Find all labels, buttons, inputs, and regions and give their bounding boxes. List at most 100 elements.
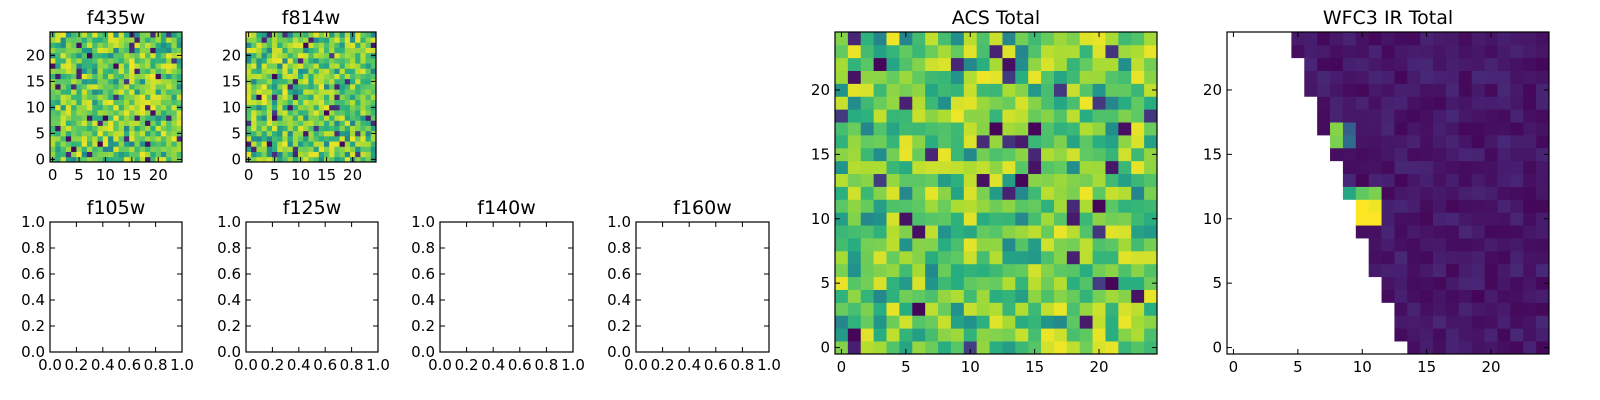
heatmap-cell	[334, 47, 340, 54]
x-tick-label: 5	[74, 166, 84, 184]
heatmap-cell	[912, 276, 926, 290]
heatmap-cell	[1407, 225, 1421, 239]
heatmap-cell	[344, 89, 351, 95]
heatmap-cell	[150, 42, 156, 48]
heatmap-cell	[963, 225, 978, 239]
heatmap-cell	[1131, 70, 1145, 84]
heatmap-cell	[318, 58, 325, 64]
heatmap-cell	[150, 37, 156, 43]
heatmap-cell	[1105, 225, 1119, 239]
heatmap-cell	[835, 57, 849, 71]
heatmap-cell	[1471, 109, 1485, 123]
heatmap-cell	[282, 115, 288, 121]
heatmap-cell	[350, 63, 356, 69]
heatmap-cell	[1471, 173, 1485, 187]
heatmap-cell	[835, 186, 849, 200]
heatmap-cell	[886, 32, 900, 46]
y-tick-label: 15	[1203, 145, 1222, 163]
heatmap-cell	[1445, 199, 1460, 213]
heatmap-cell	[113, 110, 119, 116]
heatmap-cell	[129, 110, 135, 116]
heatmap-cell	[318, 156, 325, 163]
heatmap-cell	[1523, 250, 1537, 265]
heatmap-cell	[1131, 122, 1145, 136]
heatmap-cell	[1131, 44, 1145, 59]
heatmap-cell	[873, 32, 887, 46]
heatmap-cell	[1536, 315, 1550, 329]
heatmap-cell	[1342, 83, 1357, 97]
heatmap-cell	[324, 84, 330, 90]
heatmap-cell	[298, 89, 304, 95]
heatmap-cell	[292, 130, 299, 137]
x-tick-label: 10	[1353, 358, 1372, 376]
heatmap-cell	[256, 47, 262, 54]
heatmap-cell	[1015, 147, 1029, 162]
heatmap-cell	[1355, 173, 1370, 187]
heatmap-cell	[1458, 135, 1473, 149]
heatmap-cell	[76, 120, 83, 126]
heatmap-cell	[60, 63, 67, 69]
heatmap-cell	[1053, 302, 1068, 316]
heatmap-cell	[166, 84, 172, 90]
heatmap-cell	[344, 156, 351, 163]
heatmap-cell	[313, 42, 320, 48]
heatmap-cell	[1066, 173, 1081, 187]
heatmap-cell	[60, 146, 67, 152]
heatmap-cell	[1002, 57, 1016, 71]
heatmap-cell	[1118, 147, 1132, 162]
heatmap-cell	[287, 84, 294, 90]
heatmap-cell	[860, 238, 874, 252]
heatmap-cell	[912, 186, 926, 200]
heatmap-cell	[171, 104, 178, 111]
heatmap-cell	[1092, 263, 1106, 278]
heatmap-cell	[298, 120, 304, 126]
heatmap-cell	[251, 94, 257, 100]
heatmap-cell	[246, 99, 252, 106]
heatmap-cell	[108, 141, 114, 147]
heatmap-cell	[287, 78, 294, 85]
heatmap-cell	[835, 173, 849, 187]
heatmap-cell	[1510, 199, 1524, 213]
heatmap-cell	[329, 89, 335, 95]
heatmap-cell	[1523, 122, 1537, 136]
heatmap-cell	[97, 47, 104, 54]
heatmap-cell	[334, 58, 340, 64]
heatmap-cell	[139, 136, 146, 142]
heatmap-cell	[360, 32, 366, 38]
heatmap-cell	[102, 42, 109, 48]
heatmap-cell	[344, 84, 351, 90]
heatmap-cell	[1394, 173, 1408, 187]
heatmap-cell	[139, 110, 146, 116]
heatmap-cell	[113, 63, 119, 69]
heatmap-cell	[350, 37, 356, 43]
heatmap-cell	[1144, 44, 1158, 59]
heatmap-cell	[365, 58, 372, 64]
heatmap-cell	[139, 37, 146, 43]
heatmap-cell	[1523, 173, 1537, 187]
heatmap-cell	[344, 99, 351, 106]
heatmap-cell	[925, 160, 939, 175]
heatmap-cell	[65, 156, 72, 163]
heatmap-cell	[1433, 44, 1447, 59]
heatmap-cell	[1317, 109, 1331, 123]
heatmap-cell	[1118, 315, 1132, 329]
heatmap-cell	[55, 47, 61, 54]
heatmap-cell	[899, 122, 913, 136]
heatmap-cell	[835, 135, 849, 149]
heatmap-cell	[1497, 70, 1511, 84]
heatmap-cell	[899, 186, 913, 200]
x-tick-label: 20	[1089, 358, 1108, 376]
heatmap-cell	[102, 68, 109, 74]
heatmap-cell	[1458, 96, 1473, 110]
heatmap-cell	[1510, 315, 1524, 329]
heatmap-cell	[277, 120, 283, 126]
heatmap-cell	[912, 44, 926, 59]
heatmap-cell	[134, 37, 141, 43]
heatmap-cell	[1105, 173, 1119, 187]
heatmap-cell	[1394, 289, 1408, 303]
heatmap-cell	[1079, 122, 1093, 136]
heatmap-cell	[277, 47, 283, 54]
heatmap-cell	[1420, 96, 1434, 110]
heatmap-cell	[1394, 276, 1408, 290]
